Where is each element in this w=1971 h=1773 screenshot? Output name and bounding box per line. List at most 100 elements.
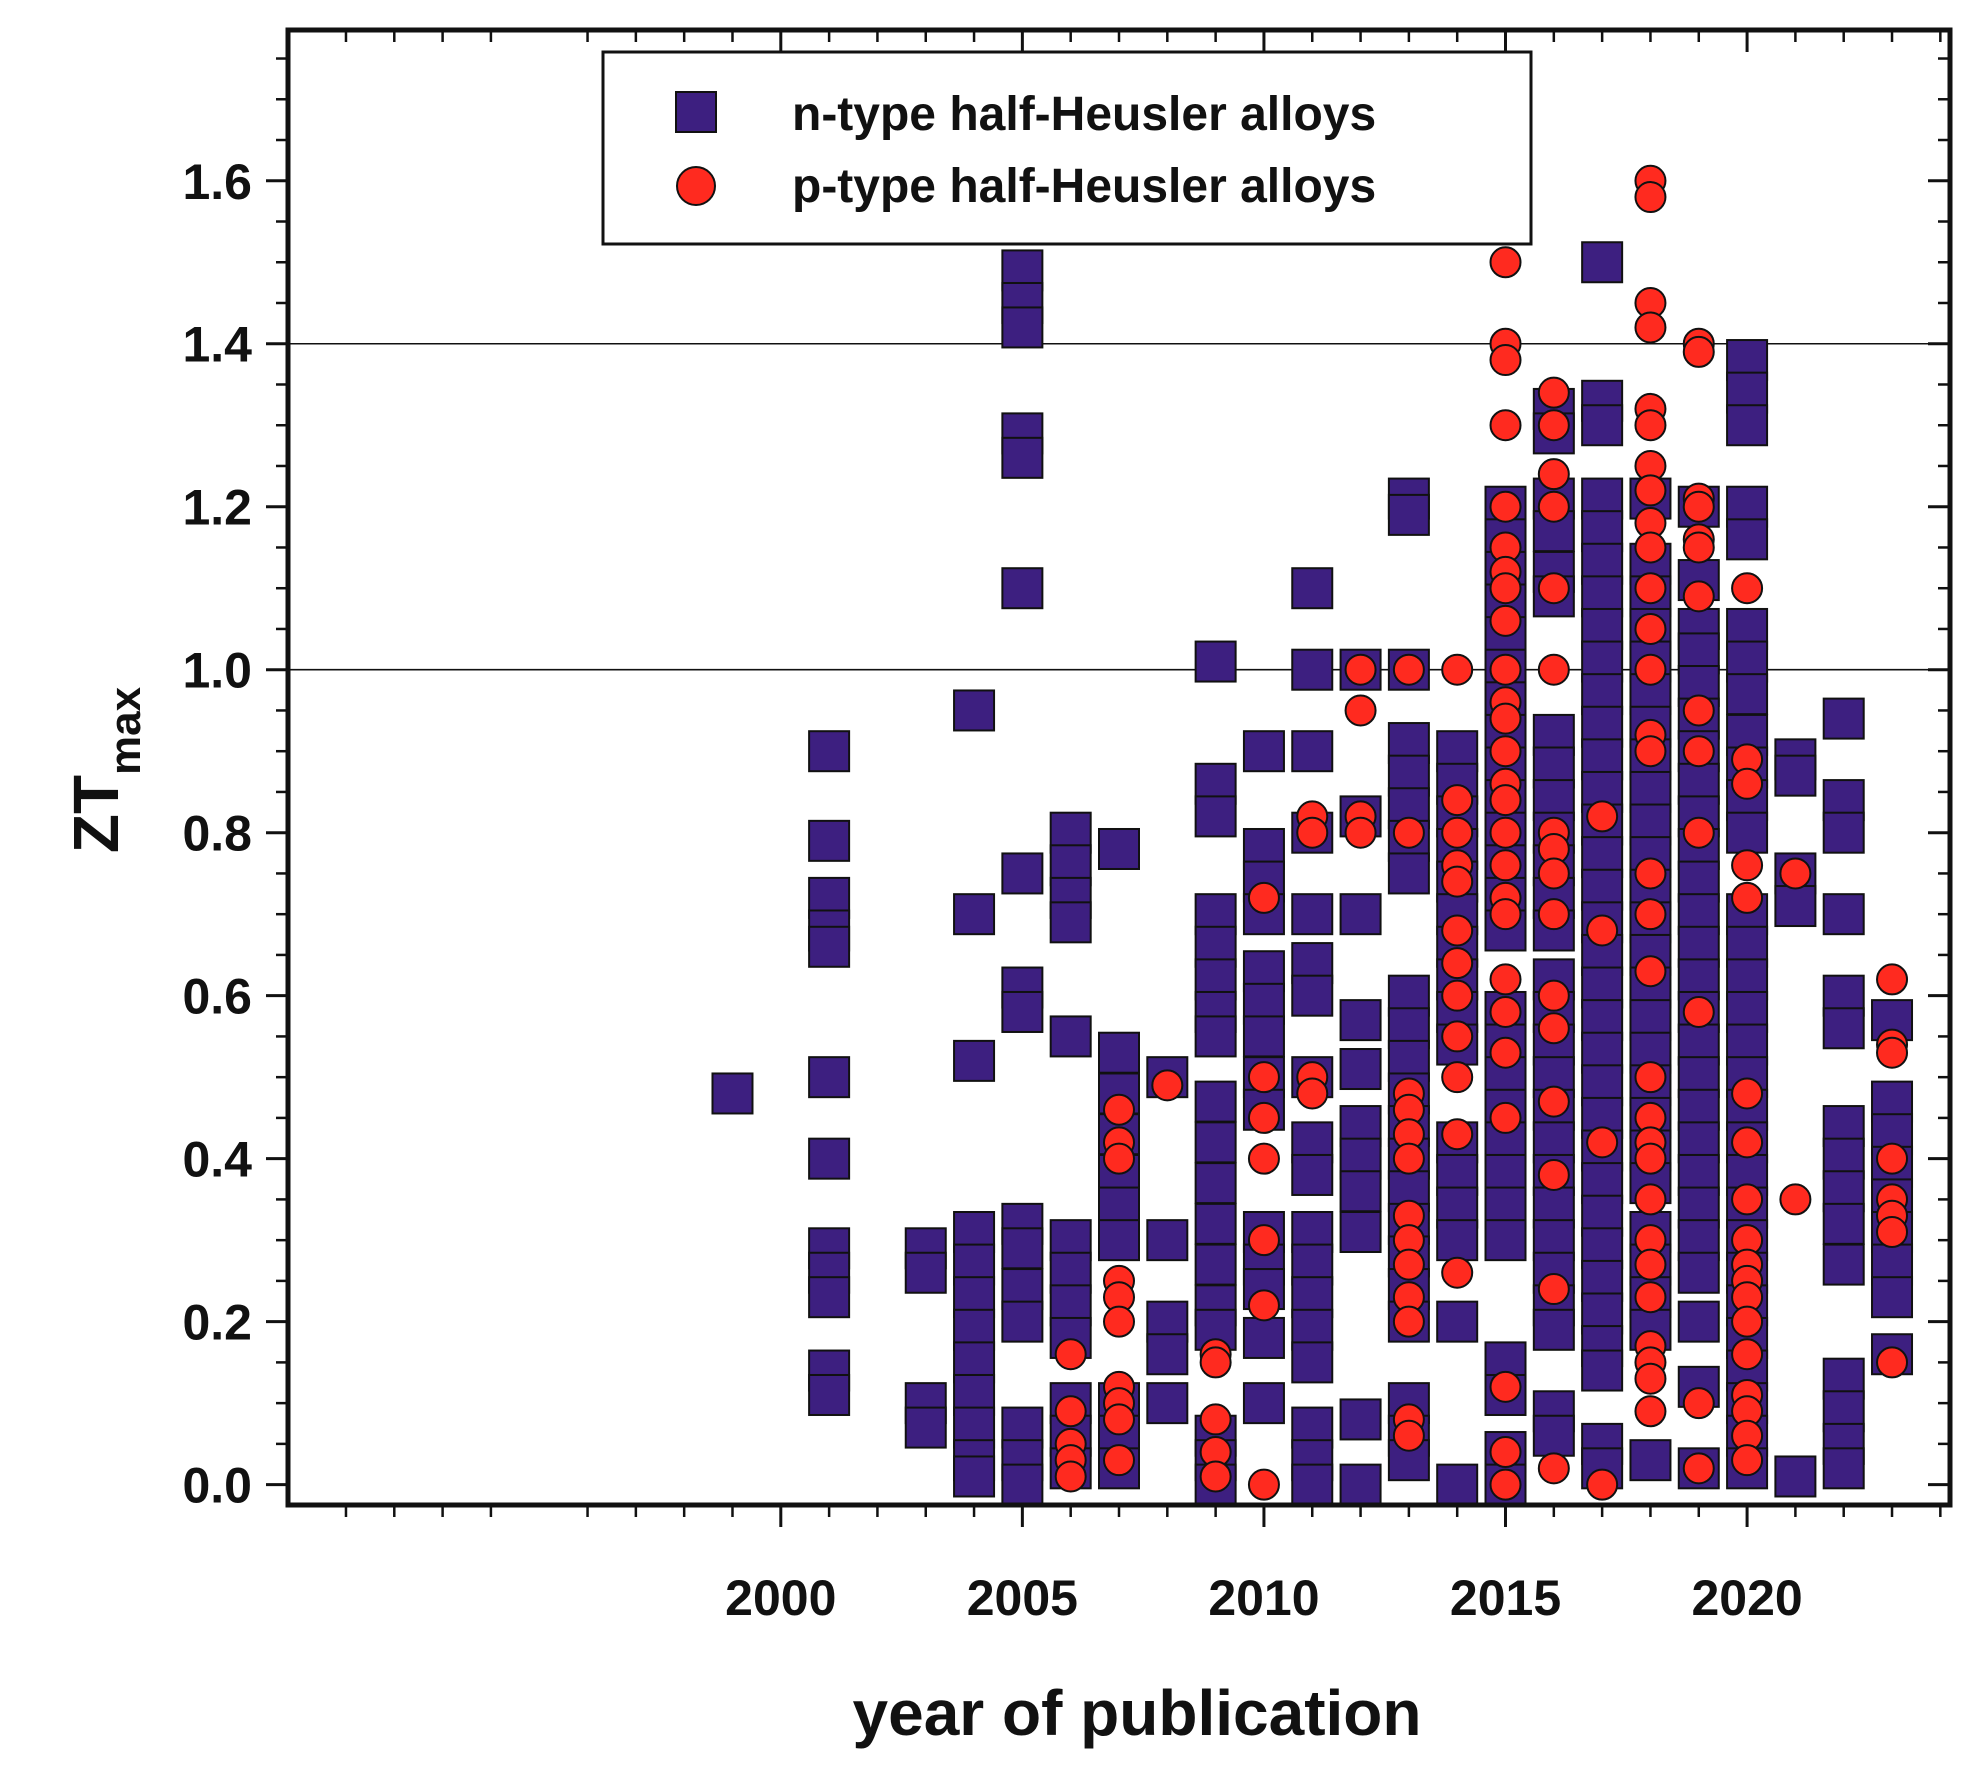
p-type-point — [1489, 246, 1522, 279]
n-type-point — [808, 819, 851, 862]
p-type-point — [1682, 816, 1715, 849]
x-tick-label: 2000 — [725, 1570, 836, 1626]
p-type-point — [1634, 1362, 1667, 1395]
n-type-point — [1822, 1243, 1865, 1286]
n-type-point — [1339, 1463, 1382, 1506]
x-tick-label: 2005 — [967, 1570, 1078, 1626]
n-type-point — [808, 1056, 851, 1099]
n-type-point — [1774, 885, 1817, 928]
n-type-point — [1581, 404, 1624, 447]
p-type-point — [1441, 1061, 1474, 1094]
p-type-point — [1392, 1142, 1425, 1175]
n-type-point — [953, 689, 996, 732]
n-type-point — [1194, 1080, 1237, 1123]
n-type-point — [1726, 673, 1769, 716]
n-type-point — [1532, 1308, 1575, 1351]
p-type-point — [1489, 898, 1522, 931]
n-type-point — [1339, 1398, 1382, 1441]
n-type-point — [1194, 1162, 1237, 1205]
p-type-point — [1247, 1101, 1280, 1134]
p-type-point — [1489, 995, 1522, 1028]
p-type-point — [1247, 881, 1280, 914]
p-type-point — [1296, 1077, 1329, 1110]
n-type-point — [1581, 1349, 1624, 1392]
plot-frame — [285, 27, 1953, 1508]
p-type-point — [1634, 1395, 1667, 1428]
p-type-point — [1392, 1248, 1425, 1281]
p-type-point — [1634, 474, 1667, 507]
p-type-point — [1731, 1305, 1764, 1338]
p-type-point — [1537, 409, 1570, 442]
n-type-point — [1194, 1202, 1237, 1245]
n-type-point — [808, 730, 851, 773]
p-type-point — [1489, 409, 1522, 442]
p-type-point — [1247, 1142, 1280, 1175]
n-type-point — [1822, 1447, 1865, 1490]
p-type-point — [1634, 857, 1667, 890]
n-type-point — [808, 1373, 851, 1416]
p-type-point — [1441, 784, 1474, 817]
legend-p-type-label: p-type half-Heusler alloys — [792, 160, 1376, 213]
p-type-point — [1731, 767, 1764, 800]
x-axis-title: year of publication — [853, 1677, 1422, 1749]
n-type-point — [1098, 1219, 1140, 1262]
n-type-point — [1677, 1251, 1720, 1294]
p-type-point — [1731, 1338, 1764, 1371]
p-type-point — [1537, 572, 1570, 605]
n-type-point — [1436, 1463, 1479, 1506]
n-type-point — [1726, 518, 1769, 561]
n-type-point — [1001, 852, 1044, 895]
n-type-point — [1774, 1455, 1817, 1498]
n-type-point — [1822, 1007, 1865, 1050]
n-type-point — [1339, 1170, 1382, 1213]
n-type-point — [1194, 1015, 1237, 1058]
p-type-point — [1537, 653, 1570, 686]
legend-n-type-label: n-type half-Heusler alloys — [792, 88, 1376, 141]
p-type-point — [1537, 376, 1570, 409]
p-type-point — [1441, 947, 1474, 980]
p-type-point — [1489, 1468, 1522, 1501]
p-type-point — [1489, 1036, 1522, 1069]
n-type-point — [1291, 648, 1334, 691]
y-tick-label: 0.6 — [182, 969, 252, 1025]
p-type-point — [1586, 800, 1619, 833]
n-type-point — [1049, 901, 1092, 944]
n-type-point — [904, 1406, 947, 1449]
p-type-point — [1682, 694, 1715, 727]
n-type-point — [1001, 990, 1044, 1033]
p-type-point — [1247, 1061, 1280, 1094]
p-type-point — [1731, 572, 1764, 605]
y-tick-label: 0.8 — [182, 806, 252, 862]
n-type-point — [1049, 1015, 1092, 1058]
n-type-point — [1001, 1227, 1044, 1270]
p-type-point — [1634, 1061, 1667, 1094]
p-type-point — [1247, 1224, 1280, 1257]
p-type-point — [1392, 1305, 1425, 1338]
p-type-point — [1779, 857, 1812, 890]
x-tick-label: 2010 — [1208, 1570, 1319, 1626]
n-type-point — [1726, 404, 1769, 447]
n-type-point — [953, 1455, 996, 1498]
n-type-point — [1822, 697, 1865, 740]
n-type-point — [1291, 974, 1334, 1017]
p-type-point — [1344, 694, 1377, 727]
n-type-point — [1291, 1153, 1334, 1196]
n-type-point — [953, 1039, 996, 1082]
n-type-point — [1194, 640, 1237, 683]
p-type-point — [1103, 1305, 1135, 1338]
y-tick-label: 0.2 — [182, 1295, 252, 1351]
p-type-point — [1441, 865, 1474, 898]
p-type-point — [1731, 1444, 1764, 1477]
p-type-point — [1731, 1126, 1764, 1159]
y-tick-label: 1.6 — [182, 154, 252, 210]
n-type-point — [1098, 1031, 1140, 1074]
p-type-point — [1054, 1338, 1087, 1371]
y-axis-title-sub: max — [101, 686, 150, 775]
y-tick-label: 0.4 — [182, 1132, 252, 1188]
p-type-point — [1489, 784, 1522, 817]
legend-p-type-circle-icon — [676, 166, 716, 206]
p-type-point — [1441, 816, 1474, 849]
p-type-point — [1682, 531, 1715, 564]
p-type-point — [1489, 816, 1522, 849]
